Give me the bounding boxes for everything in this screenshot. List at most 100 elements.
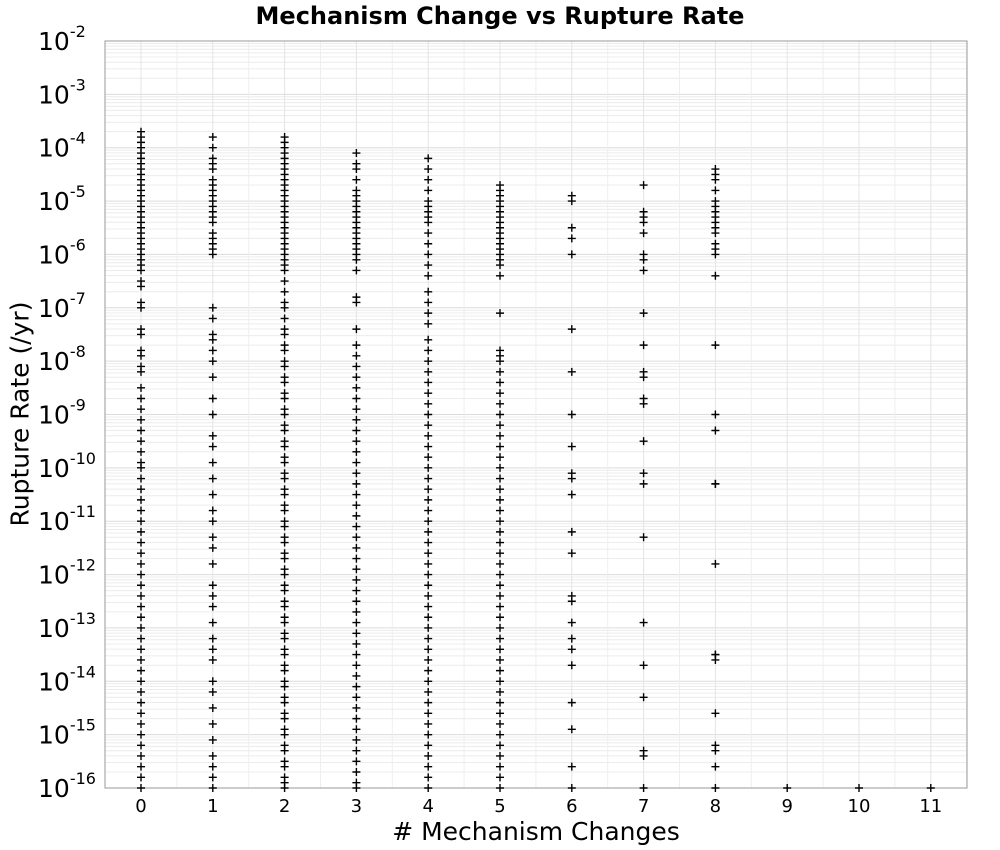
data-point: [496, 271, 504, 280]
data-point: [424, 751, 433, 760]
data-point: [496, 762, 504, 771]
data-point: [424, 442, 433, 451]
data-point: [208, 410, 217, 419]
data-point: [567, 410, 576, 419]
data-point: [208, 687, 217, 696]
data-point: [424, 645, 433, 654]
data-point: [639, 266, 648, 275]
data-point: [208, 559, 217, 568]
data-point: [352, 682, 361, 691]
y-tick-label: 10-15: [38, 716, 96, 750]
data-point: [137, 394, 145, 403]
data-point: [424, 298, 433, 307]
data-point: [711, 709, 720, 718]
data-point: [424, 655, 433, 664]
x-tick-label: 3: [351, 796, 362, 817]
data-point: [424, 431, 433, 440]
data-point: [208, 250, 217, 259]
data-point: [352, 586, 361, 595]
data-point: [352, 703, 361, 712]
data-point: [137, 762, 145, 771]
y-tick-label: 10-4: [38, 129, 86, 163]
data-point: [352, 767, 361, 776]
data-point: [280, 266, 289, 275]
data-point: [424, 154, 433, 163]
data-point: [280, 618, 289, 627]
data-point: [496, 463, 504, 472]
data-point: [855, 784, 863, 792]
data-point: [137, 266, 145, 275]
data-point: [496, 517, 504, 526]
data-point: [137, 474, 145, 483]
data-point: [424, 399, 433, 408]
data-point: [711, 426, 720, 435]
data-point: [424, 570, 433, 579]
data-point: [424, 784, 433, 792]
y-tick-label: 10-13: [38, 609, 96, 643]
data-point: [352, 383, 361, 392]
y-tick-label: 10-14: [38, 662, 96, 696]
data-point: [424, 453, 433, 462]
data-point: [424, 773, 433, 782]
data-point: [496, 527, 504, 536]
data-point: [280, 474, 289, 483]
data-point: [280, 762, 289, 771]
data-point: [208, 543, 217, 552]
data-point: [352, 629, 361, 638]
y-tick-label: 10-8: [38, 342, 86, 376]
y-tick-label: 10-3: [38, 75, 86, 109]
data-point: [424, 319, 433, 328]
data-point: [208, 133, 217, 142]
data-point: [567, 250, 576, 259]
data-point: [137, 634, 145, 643]
data-point: [280, 314, 289, 323]
data-point: [280, 490, 289, 499]
data-point: [424, 485, 433, 494]
data-point: [496, 591, 504, 600]
data-point: [208, 506, 217, 515]
data-point: [496, 357, 504, 366]
data-point: [496, 485, 504, 494]
data-point: [424, 378, 433, 387]
data-point: [352, 661, 361, 670]
data-point: [496, 751, 504, 760]
data-point: [496, 613, 504, 622]
data-point: [783, 784, 792, 792]
data-point: [137, 383, 145, 392]
x-tick-label: 4: [422, 796, 433, 817]
data-point: [280, 426, 289, 435]
data-point: [424, 421, 433, 430]
data-point: [352, 298, 361, 307]
data-point: [424, 495, 433, 504]
data-point: [496, 709, 504, 718]
data-point: [639, 784, 648, 792]
data-point: [496, 442, 504, 451]
data-point: [137, 709, 145, 718]
data-point: [137, 613, 145, 622]
data-point: [496, 645, 504, 654]
data-point: [280, 784, 289, 792]
data-point: [280, 330, 289, 339]
y-tick-label: 10-10: [38, 449, 96, 483]
data-point: [352, 362, 361, 371]
data-point: [352, 575, 361, 584]
data-point: [567, 784, 576, 792]
data-point: [496, 309, 504, 318]
data-point: [280, 554, 289, 563]
data-point: [424, 602, 433, 611]
data-point: [567, 442, 576, 451]
data-point: [496, 538, 504, 547]
data-point: [639, 751, 648, 760]
x-tick-label: 10: [848, 796, 871, 817]
y-tick-label: 10-9: [38, 396, 86, 430]
data-point: [639, 469, 648, 478]
data-point: [496, 677, 504, 686]
data-point: [280, 570, 289, 579]
data-point: [424, 762, 433, 771]
data-point: [424, 250, 433, 259]
data-point: [208, 655, 217, 664]
data-point: [137, 303, 145, 312]
data-point: [496, 474, 504, 483]
data-point: [496, 549, 504, 558]
data-point: [208, 703, 217, 712]
